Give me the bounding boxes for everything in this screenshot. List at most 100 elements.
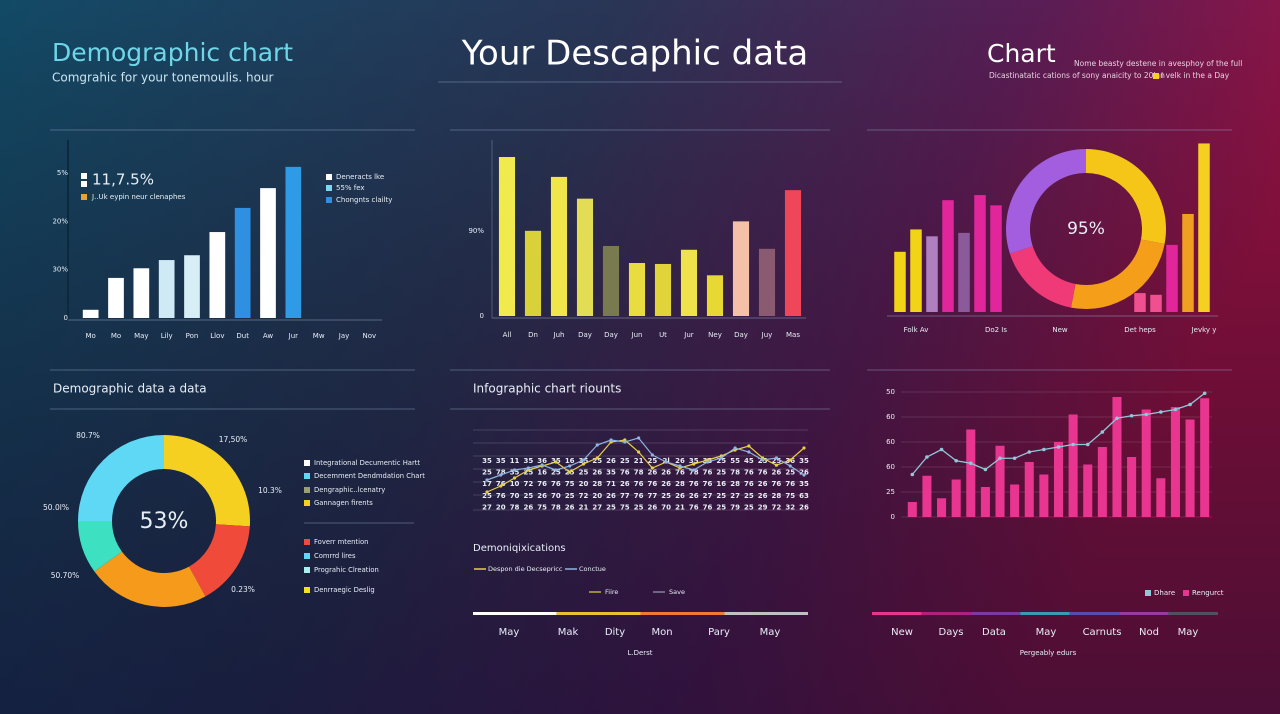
grid-number: 55 bbox=[730, 457, 740, 465]
bar bbox=[1166, 244, 1178, 312]
y-tick-label: 50 bbox=[886, 388, 895, 396]
bar bbox=[1024, 462, 1034, 517]
legend-swatch bbox=[304, 567, 310, 573]
grid-number: 76 bbox=[744, 480, 754, 488]
grid-number: 76 bbox=[744, 469, 754, 477]
x-tick-label: Llov bbox=[210, 332, 224, 340]
legend-swatch bbox=[326, 174, 332, 180]
grid-number: 21 bbox=[675, 503, 685, 511]
grid-number: 26 bbox=[648, 503, 658, 511]
grid-number: 63 bbox=[799, 492, 809, 500]
line-point bbox=[1159, 410, 1163, 414]
grid-number: 21 bbox=[579, 503, 589, 511]
line-point bbox=[664, 460, 668, 464]
legend-label: Despon die Decsepricc bbox=[488, 565, 563, 573]
bar bbox=[1010, 484, 1020, 517]
grid-number: 76 bbox=[785, 480, 795, 488]
line-point bbox=[1129, 413, 1134, 418]
grid-number: 26 bbox=[758, 492, 768, 500]
grid-number: 35 bbox=[689, 457, 699, 465]
grid-number: 35 bbox=[523, 457, 533, 465]
line-point bbox=[595, 456, 599, 460]
x-tick-label: May bbox=[134, 332, 148, 340]
line-point bbox=[540, 463, 544, 467]
grid-number: 72 bbox=[579, 492, 589, 500]
grid-number: 35 bbox=[606, 469, 616, 477]
bar bbox=[82, 309, 99, 318]
timeline-segment bbox=[1168, 612, 1218, 615]
grid-number: 25 bbox=[551, 469, 561, 477]
line-point bbox=[1202, 391, 1207, 396]
donut-segment bbox=[78, 521, 122, 572]
line-point bbox=[637, 450, 641, 454]
grid-number: 75 bbox=[620, 503, 630, 511]
footnote: L.Derst bbox=[627, 649, 652, 657]
timeline-label: Data bbox=[982, 627, 1006, 638]
grid-number: 76 bbox=[537, 480, 547, 488]
bar bbox=[990, 205, 1002, 312]
bar bbox=[1083, 464, 1093, 517]
x-tick-label: Aw bbox=[263, 332, 274, 340]
bar bbox=[1112, 397, 1122, 517]
legend-swatch bbox=[326, 185, 332, 191]
grid-number: 25 bbox=[606, 503, 616, 511]
grid-number: 25 bbox=[716, 469, 726, 477]
bar bbox=[1200, 398, 1210, 517]
grid-number: 32 bbox=[785, 503, 795, 511]
grid-number: 76 bbox=[758, 469, 768, 477]
timeline-segment bbox=[1119, 612, 1169, 615]
legend-swatch bbox=[1153, 73, 1159, 79]
legend-swatch bbox=[1183, 590, 1189, 596]
timeline-segment bbox=[1069, 612, 1120, 615]
grid-number: 27 bbox=[482, 503, 492, 511]
grid-number: 35 bbox=[799, 480, 809, 488]
grid-number: 79 bbox=[730, 503, 740, 511]
grid-number: 26 bbox=[537, 492, 547, 500]
x-tick-label: Day bbox=[734, 331, 748, 339]
line-point bbox=[512, 468, 517, 472]
timeline-segment bbox=[1020, 612, 1070, 615]
line-point bbox=[968, 461, 973, 466]
grid-number: 76 bbox=[496, 492, 506, 500]
timeline-label: Dity bbox=[605, 627, 625, 638]
legend-label: Save bbox=[669, 588, 685, 596]
grid-number: 25 bbox=[565, 492, 575, 500]
bar bbox=[1170, 407, 1180, 517]
x-tick-label: New bbox=[1052, 326, 1068, 334]
line-point bbox=[623, 440, 627, 444]
bar bbox=[260, 188, 276, 318]
grid-number: 10 bbox=[510, 480, 520, 488]
timeline-label: Nod bbox=[1139, 627, 1159, 638]
x-tick-label: Mo bbox=[86, 332, 96, 340]
line-point bbox=[568, 464, 572, 468]
bar bbox=[628, 263, 646, 316]
line-point bbox=[733, 446, 737, 450]
header-note: Nome beasty destene in avesphoy of the f… bbox=[1074, 59, 1242, 68]
donut-label: 53% bbox=[140, 509, 189, 534]
bar bbox=[732, 221, 750, 316]
donut-segment bbox=[1086, 148, 1167, 244]
line-point bbox=[609, 438, 613, 442]
x-tick-label: Juy bbox=[761, 331, 773, 339]
legend-swatch bbox=[304, 460, 310, 466]
line bbox=[486, 439, 805, 493]
line-point bbox=[692, 462, 696, 466]
line-point bbox=[1012, 456, 1017, 461]
bar bbox=[995, 445, 1005, 517]
timeline-label: May bbox=[1036, 627, 1057, 638]
separators bbox=[50, 81, 1232, 524]
x-tick-label: Det heps bbox=[1124, 326, 1156, 334]
grid-number: 25 bbox=[744, 492, 754, 500]
timeline-segment bbox=[640, 612, 725, 615]
grid-number: 20 bbox=[592, 492, 602, 500]
bar bbox=[894, 251, 906, 312]
line-point bbox=[650, 453, 654, 457]
grid-number: 26 bbox=[620, 480, 630, 488]
grid-number: 11 bbox=[510, 457, 520, 465]
panel-title: Infographic chart riounts bbox=[473, 382, 621, 396]
donut-segment bbox=[78, 435, 164, 521]
legend-swatch bbox=[81, 181, 87, 187]
line-point bbox=[954, 458, 958, 463]
grid-number: 76 bbox=[634, 480, 644, 488]
